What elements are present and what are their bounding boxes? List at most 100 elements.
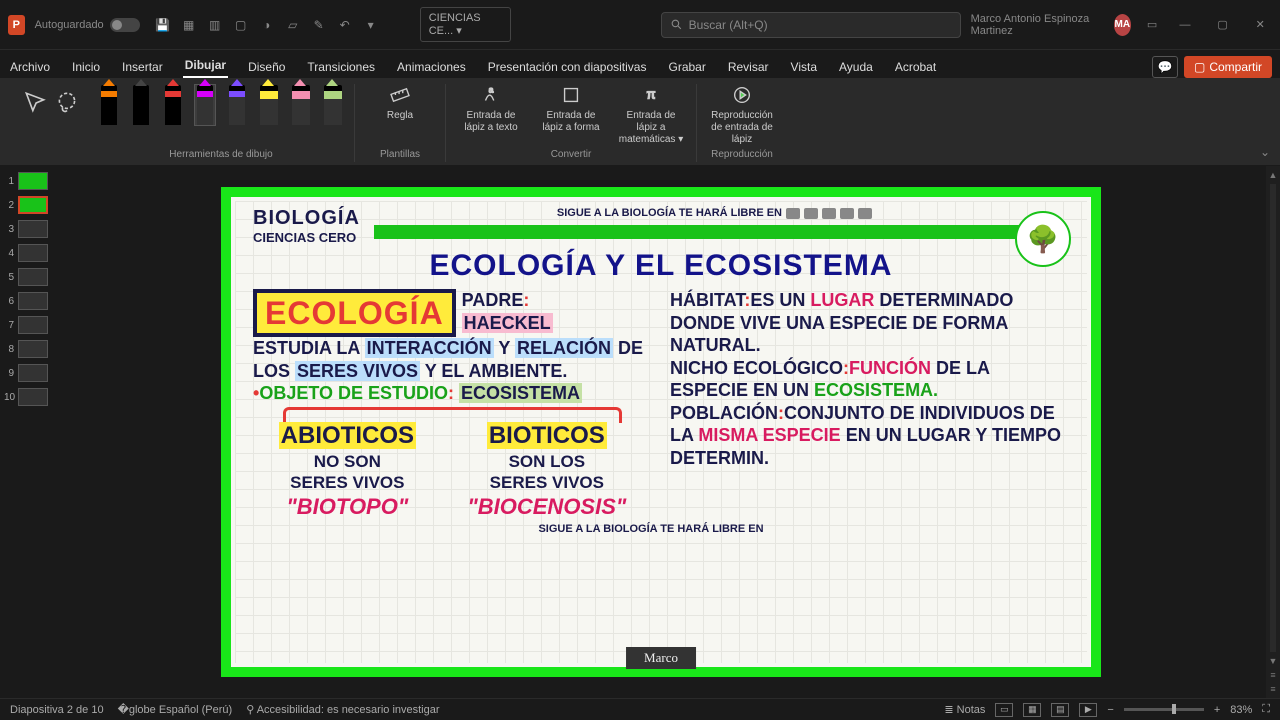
tab-grabar[interactable]: Grabar — [666, 56, 707, 78]
ink-to-math-button[interactable]: πEntrada de lápiz a matemáticas ▾ — [616, 84, 686, 146]
tab-acrobat[interactable]: Acrobat — [893, 56, 938, 78]
ribbon: Herramientas de dibujo Regla Plantillas … — [0, 78, 1280, 166]
toggle-switch[interactable] — [110, 18, 140, 32]
txt-funcion: FUNCIÓN — [849, 358, 931, 378]
lasso-tool[interactable] — [56, 84, 78, 126]
tab-archivo[interactable]: Archivo — [8, 56, 52, 78]
thumb-8[interactable]: 8 — [4, 340, 52, 358]
txt-ambiente: AMBIENTE. — [468, 361, 567, 381]
highlighter-pink[interactable] — [290, 84, 312, 126]
cursor-tool[interactable] — [24, 84, 46, 126]
highlighter-green[interactable] — [322, 84, 344, 126]
txt-misma: MISMA ESPECIE — [698, 425, 840, 445]
group-label-stencils: Plantillas — [380, 149, 420, 162]
share-button[interactable]: ▢Compartir — [1184, 56, 1272, 78]
tab-diseno[interactable]: Diseño — [246, 56, 287, 78]
thumb-1[interactable]: 1 — [4, 172, 52, 190]
thumb-7[interactable]: 7 — [4, 316, 52, 334]
instagram-icon — [822, 208, 836, 219]
tab-inicio[interactable]: Inicio — [70, 56, 102, 78]
fit-to-window-icon[interactable]: ⛶ — [1262, 703, 1270, 716]
tab-ayuda[interactable]: Ayuda — [837, 56, 875, 78]
group-label-drawtools: Herramientas de dibujo — [169, 149, 272, 162]
follow-text: SIGUE A LA BIOLOGÍA TE HARÁ LIBRE EN — [557, 207, 782, 219]
next-slide-icon[interactable]: ≡ — [1270, 684, 1275, 694]
autosave-toggle[interactable]: Autoguardado — [35, 18, 140, 32]
tab-presentacion[interactable]: Presentación con diapositivas — [486, 56, 649, 78]
comments-button[interactable]: 💬 — [1152, 56, 1178, 78]
thumb-5[interactable]: 5 — [4, 268, 52, 286]
scroll-down-icon[interactable]: ▼ — [1269, 656, 1278, 666]
tab-vista[interactable]: Vista — [789, 56, 819, 78]
ink-to-text-button[interactable]: aEntrada de lápiz a texto — [456, 84, 526, 134]
scroll-track[interactable] — [1270, 184, 1276, 652]
txt-lugar: LUGAR — [810, 290, 874, 310]
vertical-scrollbar[interactable]: ▲ ▼ ≡ ≡ — [1266, 166, 1280, 698]
slide-canvas[interactable]: BIOLOGÍA CIENCIAS CERO SIGUE A LA BIOLOG… — [56, 166, 1266, 698]
pen-black[interactable] — [130, 84, 152, 126]
txt-interaccion: INTERACCIÓN — [365, 338, 494, 358]
qat-more-icon[interactable]: ▾ — [362, 16, 380, 34]
present-icon[interactable]: ▭ — [1145, 16, 1159, 34]
left-column: ECOLOGÍA PADRE: HAECKEL ESTUDIA LA INTER… — [253, 289, 652, 521]
tab-transiciones[interactable]: Transiciones — [305, 56, 377, 78]
document-name[interactable]: CIENCIAS CE... ▾ — [420, 7, 511, 42]
bio-quote: "BIOCENOSIS" — [467, 493, 626, 521]
notes-button[interactable]: ≣ Notas — [944, 703, 985, 716]
group-label-replay: Reproducción — [711, 149, 773, 162]
accessibility-status[interactable]: ⚲ Accesibilidad: es necesario investigar — [246, 703, 439, 716]
txt-estudia: ESTUDIA LA — [253, 338, 365, 358]
maximize-icon[interactable]: ▢ — [1211, 10, 1235, 40]
ruler-button[interactable]: Regla — [365, 84, 435, 122]
ink-to-shape-button[interactable]: Entrada de lápiz a forma — [536, 84, 606, 134]
ribbon-collapse-icon[interactable]: ⌄ — [1260, 145, 1270, 159]
zoom-out-icon[interactable]: − — [1107, 704, 1113, 716]
view-reading-icon[interactable]: ▤ — [1051, 703, 1069, 717]
thumb-3[interactable]: 3 — [4, 220, 52, 238]
view-sorter-icon[interactable]: ▦ — [1023, 703, 1041, 717]
pen-orange[interactable] — [98, 84, 120, 126]
thumb-9[interactable]: 9 — [4, 364, 52, 382]
pen-magenta[interactable] — [194, 84, 216, 126]
thumb-6[interactable]: 6 — [4, 292, 52, 310]
tab-revisar[interactable]: Revisar — [726, 56, 771, 78]
brand-line2: CIENCIAS CERO — [253, 230, 360, 245]
search-box[interactable]: Buscar (Alt+Q) — [661, 12, 961, 38]
title-bar: P Autoguardado 💾 ▦ ▥ ▢ ◑ ▱ ✎ ↶ ▾ CIENCIA… — [0, 0, 1280, 50]
prev-slide-icon[interactable]: ≡ — [1270, 670, 1275, 680]
view-slideshow-icon[interactable]: ▶ — [1079, 703, 1097, 717]
qat-icon-6[interactable]: ✎ — [310, 16, 328, 34]
qat-icon-4[interactable]: ◑ — [258, 16, 276, 34]
view-normal-icon[interactable]: ▭ — [995, 703, 1013, 717]
undo-icon[interactable]: ↶ — [336, 16, 354, 34]
pen-purple[interactable] — [226, 84, 248, 126]
thumb-4[interactable]: 4 — [4, 244, 52, 262]
obj-label: OBJETO DE ESTUDIO — [259, 383, 448, 403]
ink-replay-button[interactable]: Reproducción de entrada de lápiz — [707, 84, 777, 146]
abio-t1: NO SON — [279, 451, 416, 472]
txt-y: Y — [494, 338, 515, 358]
zoom-percent[interactable]: 83% — [1230, 704, 1252, 716]
pen-red[interactable] — [162, 84, 184, 126]
tab-animaciones[interactable]: Animaciones — [395, 56, 468, 78]
close-icon[interactable]: ✕ — [1248, 10, 1272, 40]
powerpoint-logo: P — [8, 15, 25, 35]
scroll-up-icon[interactable]: ▲ — [1269, 170, 1278, 180]
thumb-2[interactable]: 2 — [4, 196, 52, 214]
qat-icon-2[interactable]: ▥ — [206, 16, 224, 34]
highlighter-yellow[interactable] — [258, 84, 280, 126]
qat-icon-1[interactable]: ▦ — [180, 16, 198, 34]
tab-insertar[interactable]: Insertar — [120, 56, 165, 78]
qat-icon-5[interactable]: ▱ — [284, 16, 302, 34]
titlebar-right: Marco Antonio Espinoza Martinez MA ▭ — ▢… — [971, 10, 1272, 40]
save-icon[interactable]: 💾 — [154, 16, 172, 34]
tab-dibujar[interactable]: Dibujar — [183, 54, 228, 78]
minimize-icon[interactable]: — — [1173, 10, 1197, 40]
qat-icon-3[interactable]: ▢ — [232, 16, 250, 34]
thumb-10[interactable]: 10 — [4, 388, 52, 406]
zoom-in-icon[interactable]: + — [1214, 704, 1220, 716]
user-avatar[interactable]: MA — [1114, 14, 1131, 36]
svg-text:π: π — [647, 87, 656, 102]
language-indicator[interactable]: �globe Español (Perú) — [118, 703, 233, 716]
zoom-slider[interactable] — [1124, 708, 1204, 711]
